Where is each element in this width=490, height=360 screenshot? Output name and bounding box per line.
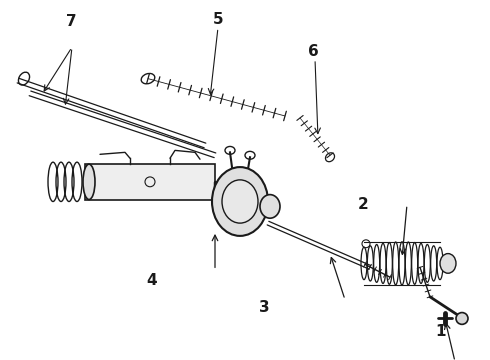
Text: 5: 5: [213, 12, 223, 27]
Polygon shape: [85, 164, 215, 199]
Ellipse shape: [440, 253, 456, 273]
Text: 2: 2: [358, 197, 368, 212]
Ellipse shape: [222, 180, 258, 223]
Text: 3: 3: [259, 300, 270, 315]
Text: 7: 7: [66, 14, 76, 29]
Ellipse shape: [83, 164, 95, 199]
Ellipse shape: [456, 312, 468, 324]
Text: 4: 4: [147, 273, 157, 288]
Ellipse shape: [212, 167, 268, 236]
Text: 1: 1: [436, 324, 446, 339]
Ellipse shape: [260, 195, 280, 218]
Text: 6: 6: [308, 44, 319, 59]
